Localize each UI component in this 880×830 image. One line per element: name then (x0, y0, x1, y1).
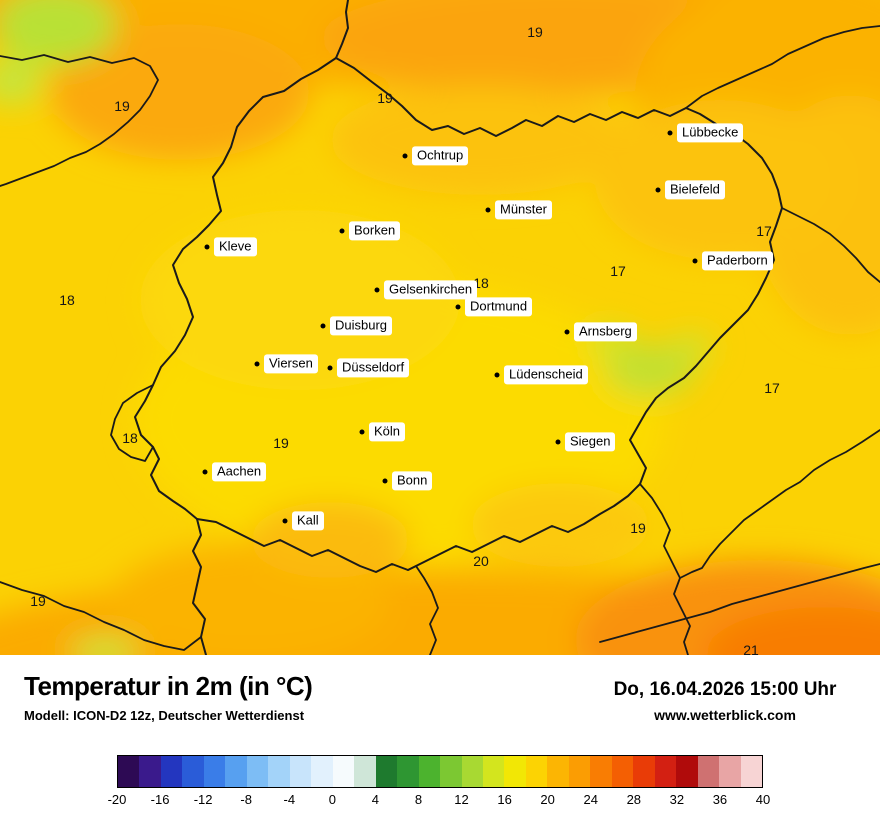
scale-color-segment (719, 756, 741, 787)
scale-tick-label: -12 (193, 792, 213, 807)
page-title: Temperatur in 2m (in °C) (24, 671, 313, 701)
scale-color-segment (375, 756, 398, 787)
model-info: Modell: ICON-D2 12z, Deutscher Wetterdie… (24, 708, 305, 723)
scale-tick-label: 4 (371, 792, 380, 807)
map-background (0, 0, 880, 655)
temperature-scale: -20 -16 -12 -8 -4 0 4 8 12 16 20 24 28 32 36 40 (108, 755, 771, 810)
scale-tick-label: -4 (283, 792, 296, 807)
scale-color-segment (697, 756, 720, 787)
scale-color-segment (182, 756, 204, 787)
scale-color-segment (611, 756, 634, 787)
website-link[interactable]: www.wetterblick.com (654, 707, 796, 723)
scale-color-segment (504, 756, 526, 787)
scale-color-segment (654, 756, 677, 787)
scale-tick-label: -8 (240, 792, 252, 807)
scale-color-segment (440, 756, 462, 787)
scale-tick-label: 20 (540, 792, 555, 807)
scale-color-segment (246, 756, 269, 787)
scale-tick-label: -16 (150, 792, 170, 807)
scale-color-segment (547, 756, 569, 787)
scale-color-segment (139, 756, 161, 787)
scale-color-segment (568, 756, 591, 787)
map-footer: Temperatur in 2m (in °C) Do, 16.04.2026 … (0, 655, 880, 830)
scale-color-segment (160, 756, 183, 787)
scale-color-segment (525, 756, 548, 787)
scale-tick-label: 16 (497, 792, 512, 807)
scale-tick-label: 12 (454, 792, 469, 807)
scale-color-segment (289, 756, 312, 787)
scale-tick-label: 36 (712, 792, 728, 807)
scale-color-segment (633, 756, 655, 787)
footer-title-row: Temperatur in 2m (in °C) Do, 16.04.2026 … (0, 671, 880, 702)
scale-color-segment (354, 756, 376, 787)
scale-color-segment (461, 756, 483, 787)
scale-color-segment (418, 756, 441, 787)
scale-tick-label: 28 (626, 792, 642, 807)
scale-tick-label: -20 (107, 792, 127, 807)
scale-color-segment (590, 756, 612, 787)
scale-tick-label: 32 (669, 792, 685, 807)
footer-sub-row: Modell: ICON-D2 12z, Deutscher Wetterdie… (0, 707, 880, 723)
forecast-datetime: Do, 16.04.2026 15:00 Uhr (613, 679, 837, 700)
scale-color-segment (397, 756, 419, 787)
scale-color-segment (118, 756, 140, 787)
scale-tick-label: 40 (755, 792, 771, 807)
scale-tick-label: 24 (583, 792, 598, 807)
map-area: 19 19 19 17 17 18 18 17 18 19 19 20 19 21 Ochtrup Lübb… (0, 0, 880, 655)
scale-color-segment (740, 756, 763, 787)
scale-color-segment (332, 756, 355, 787)
scale-color-segment (482, 756, 505, 787)
scale-color-segment (225, 756, 247, 787)
scale-color-segment (203, 756, 226, 787)
scale-colorbar (117, 755, 763, 788)
scale-tick-label: 0 (328, 792, 336, 807)
scale-tick-labels: -20 -16 -12 -8 -4 0 4 8 12 16 20 24 28 32 36 40 (108, 792, 771, 810)
scale-color-segment (268, 756, 290, 787)
scale-color-segment (311, 756, 333, 787)
scale-color-segment (676, 756, 698, 787)
scale-tick-label: 8 (414, 792, 423, 807)
